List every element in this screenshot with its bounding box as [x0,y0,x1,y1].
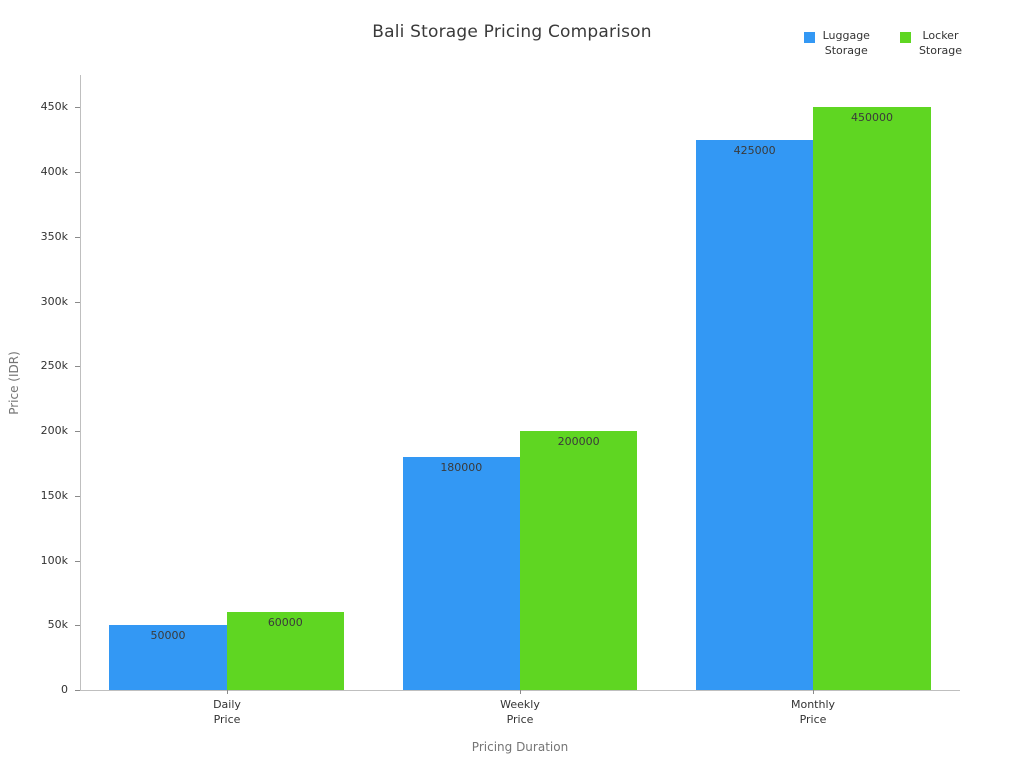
legend-swatch-icon [899,32,911,43]
y-tick-mark [75,366,80,367]
x-tick-mark [227,690,228,694]
legend-swatch-icon [803,32,815,43]
y-tick-mark [75,690,80,691]
legend-item: Locker Storage [899,28,962,59]
x-axis-label: Pricing Duration [471,740,569,754]
chart-title: Bali Storage Pricing Comparison [372,22,652,42]
x-tick-mark [520,690,521,694]
legend-label: Luggage Storage [822,29,870,58]
y-tick-label: 400k [40,165,68,178]
y-tick-label: 50k [47,618,68,631]
x-tick-mark [813,690,814,694]
y-tick-mark [75,625,80,626]
bar-locker-storage-daily-price [226,612,344,690]
bar-value-label: 50000 [150,629,186,643]
bar-value-label: 180000 [440,460,483,474]
y-tick-label: 350k [40,230,68,243]
legend: Luggage Storage Locker Storage [803,28,962,59]
x-tick-label: Monthly Price [790,698,836,726]
bar-luggage-storage-weekly-price [402,456,520,690]
y-axis-spine [80,75,81,690]
y-tick-mark [75,496,80,497]
y-tick-label: 300k [40,295,68,308]
y-tick-mark [75,237,80,238]
y-tick-label: 100k [40,554,68,567]
legend-item: Luggage Storage [803,28,870,59]
y-tick-label: 250k [40,359,68,372]
y-tick-mark [75,172,80,173]
y-tick-label: 0 [61,683,68,696]
y-tick-label: 150k [40,489,68,502]
y-tick-mark [75,302,80,303]
bar-locker-storage-weekly-price [520,431,638,690]
bar-value-label: 60000 [267,616,303,630]
legend-label: Locker Storage [918,29,962,58]
bar-value-label: 425000 [733,143,776,157]
y-tick-mark [75,107,80,108]
bar-luggage-storage-monthly-price [696,139,814,690]
x-tick-label: Weekly Price [500,698,540,726]
y-tick-label: 200k [40,424,68,437]
bar-luggage-storage-daily-price [109,625,227,690]
y-tick-mark [75,561,80,562]
x-tick-label: Daily Price [213,698,241,726]
bar-value-label: 200000 [557,435,600,449]
bar-value-label: 450000 [850,111,893,125]
y-tick-label: 450k [40,100,68,113]
bar-locker-storage-monthly-price [813,107,931,690]
y-tick-mark [75,431,80,432]
